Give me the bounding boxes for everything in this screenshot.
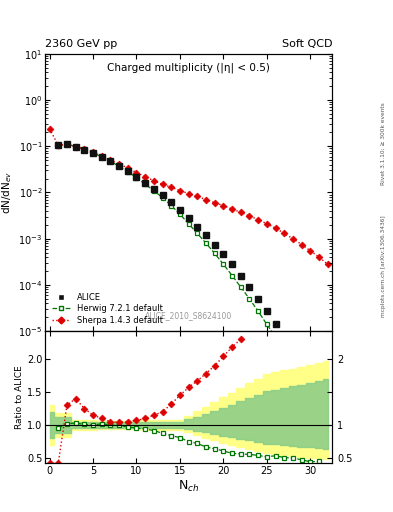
Text: ALICE_2010_S8624100: ALICE_2010_S8624100 [145,311,232,320]
Y-axis label: Ratio to ALICE: Ratio to ALICE [15,366,24,429]
X-axis label: N$_{ch}$: N$_{ch}$ [178,479,199,494]
Text: 2360 GeV pp: 2360 GeV pp [45,38,118,49]
Text: Charged multiplicity (|η| < 0.5): Charged multiplicity (|η| < 0.5) [107,62,270,73]
Y-axis label: dN/dN$_{ev}$: dN/dN$_{ev}$ [0,171,14,214]
Legend: ALICE, Herwig 7.2.1 default, Sherpa 1.4.3 default: ALICE, Herwig 7.2.1 default, Sherpa 1.4.… [50,290,165,327]
Text: mcplots.cern.ch [arXiv:1306.3436]: mcplots.cern.ch [arXiv:1306.3436] [381,216,386,317]
Text: Soft QCD: Soft QCD [282,38,332,49]
Text: Rivet 3.1.10; ≥ 300k events: Rivet 3.1.10; ≥ 300k events [381,102,386,185]
